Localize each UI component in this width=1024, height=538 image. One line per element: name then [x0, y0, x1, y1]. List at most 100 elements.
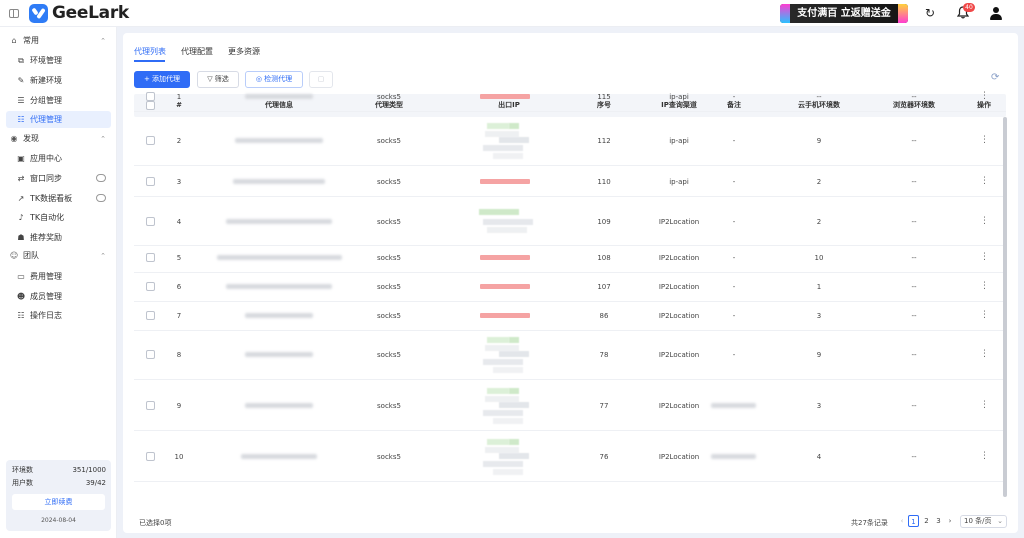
sidebar-item-tk-automation[interactable]: ♪ TK自动化 [6, 209, 111, 226]
table-row[interactable]: 1 socks5 115 ip-api - -- -- ⋮ [134, 82, 1006, 112]
more-actions-icon[interactable]: ⋮ [980, 451, 989, 461]
table-row[interactable]: 9 socks5 77 IP2Location 3 -- ⋮ [134, 381, 1006, 431]
table-row[interactable]: 7 socks5 86 IP2Location - 3 -- ⋮ [134, 301, 1006, 331]
table-scrollbar[interactable] [1003, 117, 1007, 497]
table-row[interactable]: 4 socks5 109 IP2Location - 2 -- ⋮ [134, 198, 1006, 246]
proxy-info-redacted [245, 352, 313, 357]
proxy-type: socks5 [377, 402, 401, 410]
geelark-logo-icon [29, 4, 48, 23]
more-actions-icon[interactable]: ⋮ [980, 349, 989, 359]
tab-proxy-list[interactable]: 代理列表 [134, 47, 166, 56]
more-actions-icon[interactable]: ⋮ [980, 135, 989, 145]
browser-env-count: -- [911, 351, 917, 359]
row-checkbox[interactable] [146, 452, 155, 461]
more-actions-icon[interactable]: ⋮ [980, 252, 989, 262]
more-actions-icon[interactable]: ⋮ [980, 216, 989, 226]
renew-button[interactable]: 立即续费 [12, 494, 105, 510]
col-proxy-info: 代理信息 [265, 101, 293, 109]
row-checkbox[interactable] [146, 311, 155, 320]
more-actions-icon[interactable]: ⋮ [980, 281, 989, 291]
more-actions-icon[interactable]: ⋮ [980, 400, 989, 410]
check-proxy-button[interactable]: ◎ 检测代理 [245, 71, 303, 88]
more-actions-icon[interactable]: ⋮ [980, 310, 989, 320]
sidebar-item-window-sync[interactable]: ⇄ 窗口同步 [6, 170, 111, 187]
row-note: - [732, 283, 736, 291]
promo-banner[interactable]: 支付满百 立返赠送金 [780, 4, 908, 23]
mosaic-block [479, 209, 519, 215]
col-ip-channel: IP查询渠道 [661, 101, 697, 109]
user-avatar-icon[interactable] [989, 6, 1003, 20]
sidebar-item-app-center[interactable]: ▣ 应用中心 [6, 150, 111, 167]
select-all-checkbox[interactable] [146, 101, 155, 110]
cloud-env-count: 3 [816, 402, 822, 410]
sidebar-item-members[interactable]: ☻ 成员管理 [6, 288, 111, 305]
refresh-icon[interactable]: ↻ [924, 6, 936, 20]
more-actions-icon[interactable]: ⋮ [980, 176, 989, 186]
add-proxy-button[interactable]: + 添加代理 [134, 71, 190, 88]
col-note: 备注 [727, 101, 741, 109]
proxy-icon: ☷ [17, 115, 25, 124]
sidebar-section-discover[interactable]: ◉ 发现 ⌃ [0, 130, 117, 148]
row-checkbox[interactable] [146, 350, 155, 359]
page-3[interactable]: 3 [936, 517, 941, 525]
table-row[interactable]: 10 socks5 76 IP2Location 4 -- ⋮ [134, 432, 1006, 482]
user-usage-value: 39/42 [85, 479, 106, 487]
ip-channel: IP2Location [658, 312, 700, 320]
sidebar-toggle-icon[interactable] [9, 9, 19, 18]
sidebar-section-common[interactable]: ⌂ 常用 ⌃ [0, 32, 117, 50]
proxy-info-redacted [241, 454, 317, 459]
exit-ip-redacted [480, 284, 530, 289]
sidebar-item-logs[interactable]: ☷ 操作日志 [6, 307, 111, 324]
member-icon: ☻ [16, 292, 26, 301]
sidebar-item-env-manage[interactable]: ⧉ 环境管理 [6, 52, 111, 69]
notification-badge: 40 [963, 3, 975, 12]
sidebar-item-label: 代理管理 [30, 115, 62, 124]
mosaic-block [483, 219, 533, 225]
sidebar-section-team[interactable]: ☺ 团队 ⌃ [0, 247, 117, 265]
delete-button[interactable]: ▢ [309, 71, 333, 88]
row-checkbox[interactable] [146, 253, 155, 262]
row-checkbox[interactable] [146, 282, 155, 291]
mosaic-block [509, 388, 519, 394]
proxy-info-redacted [216, 255, 342, 260]
list-icon: ☰ [17, 96, 25, 105]
page-size-select[interactable]: 10 条/页 ⌄ [960, 515, 1007, 528]
col-proxy-type: 代理类型 [375, 101, 403, 109]
row-checkbox[interactable] [146, 136, 155, 145]
mosaic-block [487, 123, 509, 129]
sidebar-item-billing[interactable]: ▭ 费用管理 [6, 268, 111, 285]
sidebar-item-label: TK数据看板 [30, 194, 73, 203]
table-row[interactable]: 5 socks5 108 IP2Location - 10 -- ⋮ [134, 243, 1006, 273]
page-2[interactable]: 2 [924, 517, 929, 525]
page-1[interactable]: 1 [908, 515, 919, 527]
row-seq: 109 [597, 218, 611, 226]
table-row[interactable]: 6 socks5 107 IP2Location - 1 -- ⋮ [134, 272, 1006, 302]
table-row[interactable]: 3 socks5 110 ip-api - 2 -- ⋮ [134, 167, 1006, 197]
row-checkbox[interactable] [146, 177, 155, 186]
sidebar-item-tk-dashboard[interactable]: ↗ TK数据看板 [6, 190, 111, 207]
sidebar-item-new-env[interactable]: ✎ 新建环境 [6, 72, 111, 89]
next-page-icon[interactable]: › [948, 517, 952, 525]
mosaic-block [485, 131, 519, 137]
filter-icon: ▽ [207, 75, 215, 83]
row-checkbox[interactable] [146, 92, 155, 101]
sidebar-item-referral[interactable]: ☗ 推荐奖励 [6, 229, 111, 246]
tab-more-resources[interactable]: 更多资源 [228, 47, 260, 56]
cloud-env-count: 2 [816, 178, 822, 186]
row-checkbox[interactable] [146, 217, 155, 226]
sidebar-item-proxy-manage[interactable]: ☷ 代理管理 [6, 111, 111, 128]
table-row[interactable]: 8 socks5 78 IP2Location - 9 -- ⋮ [134, 330, 1006, 380]
proxy-info-redacted [245, 403, 313, 408]
table-row[interactable]: 2 socks5 112 ip-api - 9 -- ⋮ [134, 116, 1006, 166]
row-checkbox[interactable] [146, 401, 155, 410]
sidebar-item-label: 分组管理 [30, 96, 62, 105]
col-browser-env: 浏览器环境数 [893, 101, 935, 109]
ip-channel: IP2Location [658, 453, 700, 461]
reload-icon[interactable]: ⟳ [991, 72, 1000, 83]
tab-proxy-config[interactable]: 代理配置 [181, 47, 213, 56]
sidebar-item-group-manage[interactable]: ☰ 分组管理 [6, 92, 111, 109]
prev-page-icon[interactable]: ‹ [900, 517, 904, 525]
mosaic-block [493, 469, 523, 475]
more-actions-icon[interactable]: ⋮ [980, 91, 989, 101]
filter-button[interactable]: ▽ 筛选 [197, 71, 239, 88]
